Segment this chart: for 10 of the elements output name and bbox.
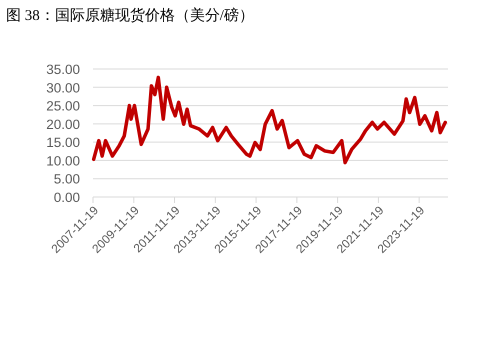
y-tick-label: 10.00: [46, 153, 80, 168]
y-tick-label: 15.00: [46, 135, 80, 150]
chart-title: 图 38：国际原糖现货价格（美分/磅）: [6, 7, 254, 24]
y-tick-label: 25.00: [46, 98, 80, 114]
line-series: [92, 76, 448, 164]
y-tick-label: 0.00: [54, 190, 80, 205]
y-tick-label: 35.00: [46, 62, 80, 77]
y-tick-label: 20.00: [46, 116, 80, 132]
y-tick-label: 30.00: [46, 80, 80, 96]
y-tick-label: 5.00: [54, 172, 80, 187]
